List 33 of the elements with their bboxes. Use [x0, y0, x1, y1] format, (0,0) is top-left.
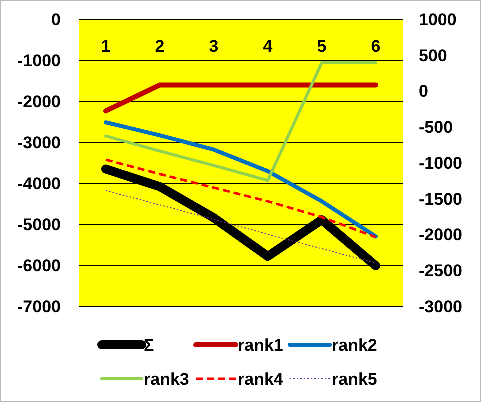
y2-tick-label: 0 [419, 82, 428, 102]
legend-label: rank1 [238, 336, 284, 355]
x-tick-label: 5 [317, 37, 327, 56]
line-series [104, 120, 378, 239]
y-tick-label: -5000 [18, 215, 61, 234]
y2-tick-label: -3000 [419, 297, 462, 316]
y-tick-label: -3000 [18, 133, 61, 152]
y2-tick-label: -500 [419, 118, 454, 138]
y2-tick-label: 500 [419, 46, 448, 66]
y-tick-label: -1000 [18, 51, 61, 70]
legend-label: rank3 [144, 370, 190, 389]
line-series [104, 62, 378, 182]
y2-tick-label: -2000 [419, 226, 462, 245]
line-series [106, 190, 376, 264]
x-tick-label: 6 [371, 37, 381, 56]
x-tick-label: 3 [209, 37, 219, 56]
y-tick-label: 0 [52, 10, 61, 30]
y2-tick-label: 1000 [419, 10, 457, 30]
y-tick-label: -6000 [18, 256, 61, 276]
x-tick-label: 1 [101, 37, 111, 56]
legend-label: Σ [144, 336, 154, 355]
y2-tick-label: -2500 [419, 262, 462, 281]
x-tick-label: 4 [263, 37, 274, 56]
legend-label: rank4 [238, 370, 284, 389]
y-tick-label: -2000 [18, 92, 61, 112]
legend-label: rank5 [332, 370, 378, 389]
y-tick-label: -7000 [18, 297, 61, 316]
legend-label: rank2 [332, 336, 378, 355]
y2-tick-label: -1000 [419, 154, 462, 173]
line-series [104, 158, 378, 239]
x-tick-label: 2 [155, 37, 165, 56]
y-tick-label: -4000 [18, 174, 61, 194]
y2-tick-label: -1500 [419, 190, 462, 209]
